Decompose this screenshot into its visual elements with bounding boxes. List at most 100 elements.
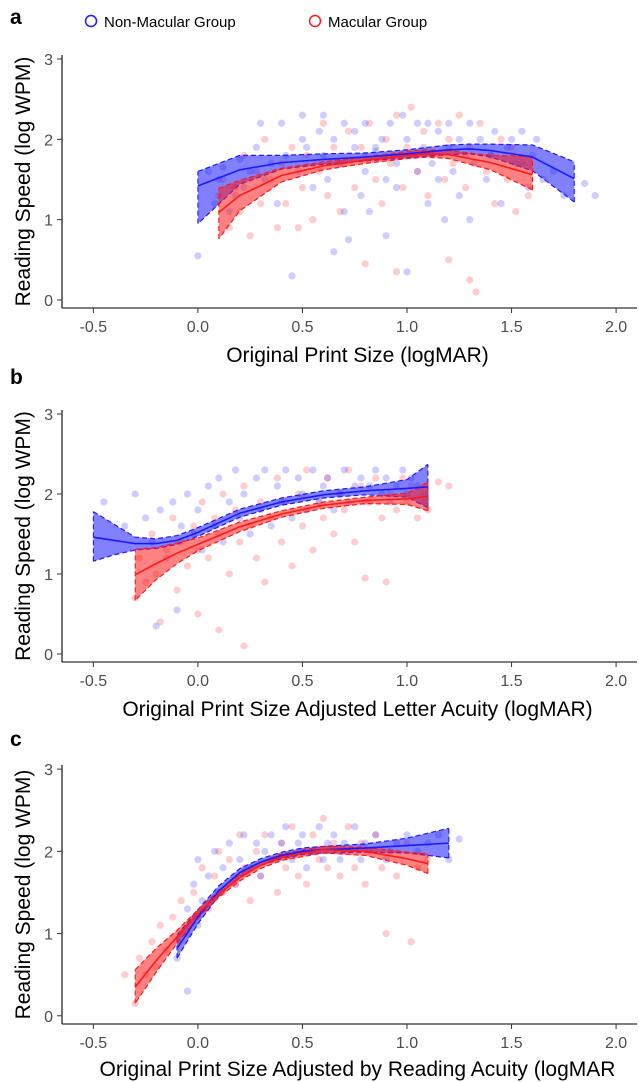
data-point bbox=[323, 474, 332, 482]
data-point bbox=[257, 872, 265, 880]
data-point bbox=[298, 831, 307, 839]
data-point bbox=[497, 135, 505, 143]
data-point bbox=[252, 554, 261, 562]
data-point bbox=[351, 823, 359, 831]
data-point bbox=[303, 864, 311, 872]
y-axis-title: Reading Speed (log WPM) bbox=[12, 411, 35, 661]
x-tick-label: 1.5 bbox=[500, 673, 522, 690]
data-point bbox=[434, 127, 442, 135]
data-point bbox=[407, 938, 415, 946]
data-point bbox=[225, 570, 233, 578]
band-upper-macular bbox=[135, 481, 429, 550]
data-point bbox=[204, 482, 212, 490]
data-point bbox=[315, 855, 323, 864]
data-point bbox=[303, 143, 311, 151]
data-point bbox=[183, 490, 192, 498]
data-point bbox=[273, 474, 281, 482]
data-point bbox=[323, 474, 332, 482]
x-tick-label: -0.5 bbox=[80, 319, 108, 336]
data-point bbox=[298, 135, 307, 143]
data-point bbox=[148, 938, 156, 946]
data-point bbox=[399, 111, 407, 119]
data-point bbox=[378, 199, 386, 208]
data-point bbox=[392, 111, 401, 119]
data-point bbox=[449, 167, 457, 176]
data-point bbox=[372, 466, 380, 474]
data-point bbox=[309, 831, 317, 839]
data-point bbox=[190, 880, 198, 888]
data-point bbox=[261, 466, 269, 474]
y-tick-label: 0 bbox=[44, 647, 53, 664]
data-point bbox=[357, 855, 365, 864]
data-point bbox=[246, 530, 254, 538]
legend-label-non-macular: Non-Macular Group bbox=[104, 14, 236, 31]
data-point bbox=[303, 466, 311, 474]
data-point bbox=[413, 167, 422, 176]
data-point bbox=[357, 191, 365, 200]
data-point bbox=[434, 119, 442, 127]
fit-line-macular bbox=[218, 152, 533, 214]
data-point bbox=[183, 562, 192, 570]
data-point bbox=[257, 872, 265, 880]
data-point bbox=[177, 522, 185, 530]
data-point bbox=[194, 506, 202, 514]
data-point bbox=[319, 111, 327, 119]
data-point bbox=[351, 143, 359, 151]
data-point bbox=[315, 823, 323, 831]
data-point bbox=[257, 199, 265, 208]
x-tick-label: 0.0 bbox=[187, 1035, 209, 1052]
confidence-band-non-macular bbox=[93, 464, 428, 562]
data-point bbox=[273, 224, 281, 232]
data-point bbox=[392, 872, 401, 880]
x-tick-label: 0.0 bbox=[187, 673, 209, 690]
x-tick-label: 1.5 bbox=[500, 1035, 522, 1052]
data-point bbox=[100, 498, 108, 506]
panel-a: a -0.5 0.0 0.5 1.0 1.5 2.0 0 1 2 3 Original Print S… bbox=[10, 6, 637, 367]
data-point bbox=[581, 179, 589, 188]
data-point bbox=[219, 538, 227, 546]
data-point bbox=[215, 474, 223, 482]
data-point bbox=[156, 618, 164, 626]
data-point bbox=[288, 514, 296, 522]
data-point bbox=[420, 127, 428, 135]
data-point bbox=[194, 855, 202, 864]
data-point bbox=[288, 823, 296, 831]
data-point bbox=[497, 199, 505, 208]
data-point bbox=[156, 921, 164, 929]
data-point bbox=[399, 466, 407, 474]
data-point bbox=[428, 159, 436, 168]
y-tick-label: 2 bbox=[44, 844, 53, 861]
data-point bbox=[330, 839, 338, 847]
data-point bbox=[336, 872, 344, 880]
data-point bbox=[466, 216, 474, 224]
data-point bbox=[323, 839, 332, 847]
data-point bbox=[319, 514, 327, 522]
band-upper-non-macular bbox=[93, 463, 429, 540]
data-point bbox=[252, 143, 261, 151]
data-point bbox=[392, 159, 401, 168]
data-point bbox=[344, 236, 353, 244]
legend: Non-Macular Group Macular Group bbox=[84, 14, 427, 31]
x-tick-label: 2.0 bbox=[605, 1035, 627, 1052]
x-tick-label: 0.0 bbox=[187, 319, 209, 336]
data-point bbox=[319, 814, 327, 823]
x-axis-title: Original Print Size Adjusted Letter Acui… bbox=[122, 698, 592, 721]
data-point bbox=[294, 872, 302, 880]
data-point bbox=[372, 143, 380, 151]
data-point bbox=[240, 642, 248, 650]
data-point bbox=[357, 143, 365, 151]
data-point bbox=[524, 191, 532, 200]
x-axis-title: Original Print Size (logMAR) bbox=[226, 344, 489, 367]
data-point bbox=[194, 610, 202, 618]
data-point bbox=[361, 167, 369, 176]
data-point bbox=[173, 954, 181, 962]
data-point bbox=[372, 831, 380, 839]
y-tick-label: 0 bbox=[44, 1009, 53, 1026]
data-point bbox=[298, 522, 307, 530]
data-point bbox=[273, 199, 281, 208]
data-point bbox=[277, 839, 286, 847]
y-axis-title: Reading Speed (log WPM) bbox=[12, 57, 35, 307]
x-tick-label: 1.0 bbox=[396, 319, 418, 336]
data-point bbox=[215, 626, 223, 634]
